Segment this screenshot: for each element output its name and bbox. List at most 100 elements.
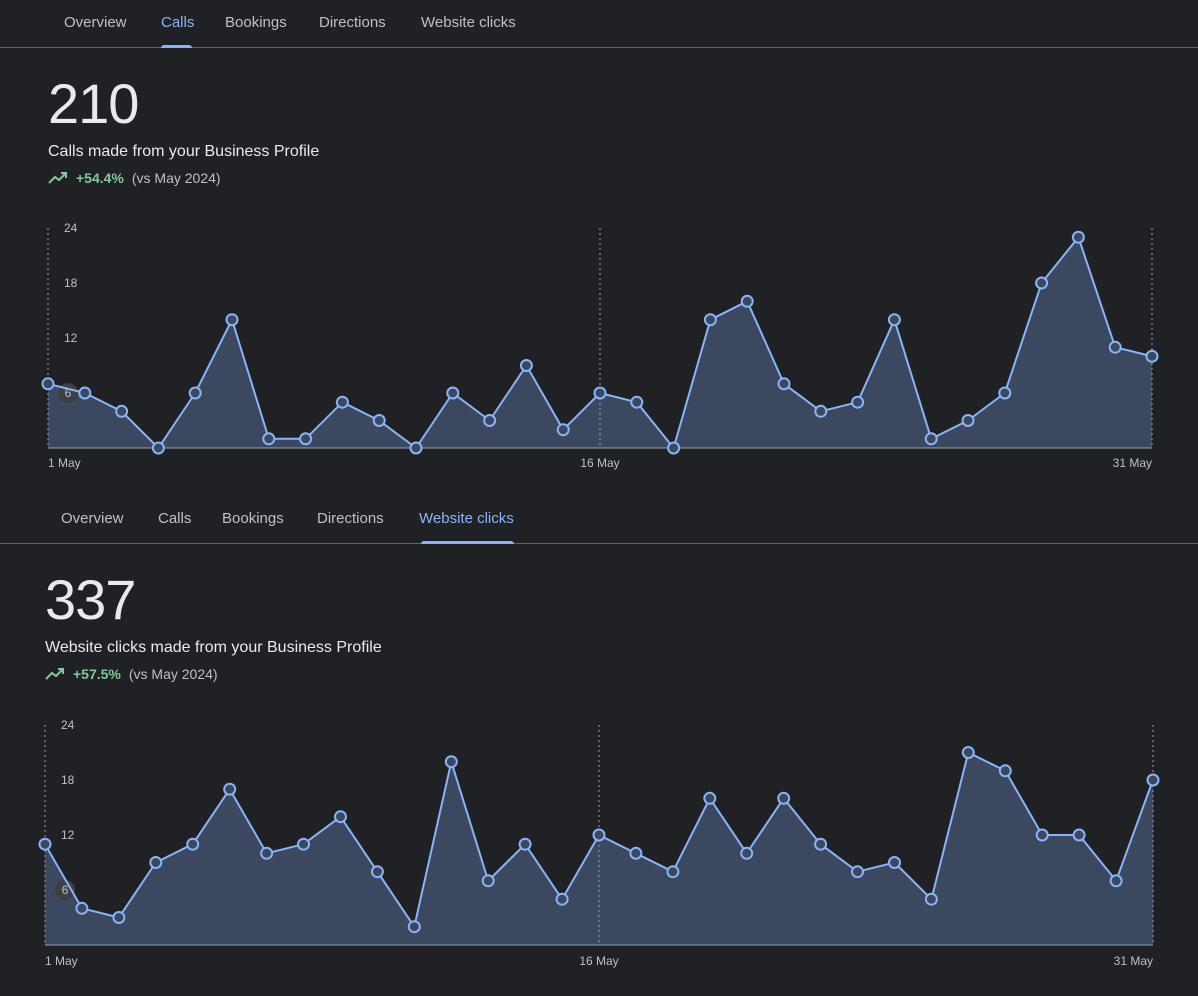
data-point[interactable] xyxy=(41,377,55,391)
data-point[interactable] xyxy=(112,911,126,924)
data-point[interactable] xyxy=(407,920,421,934)
data-point[interactable] xyxy=(961,414,975,427)
data-point[interactable] xyxy=(667,441,681,455)
data-point[interactable] xyxy=(924,432,938,446)
data-point[interactable] xyxy=(1108,340,1122,354)
data-point[interactable] xyxy=(299,432,313,446)
data-point[interactable] xyxy=(555,892,569,906)
data-point[interactable] xyxy=(703,313,717,327)
data-point[interactable] xyxy=(593,386,607,400)
data-point[interactable] xyxy=(814,404,828,418)
data-point[interactable] xyxy=(262,432,276,446)
data-point[interactable] xyxy=(629,846,643,860)
data-point[interactable] xyxy=(740,846,754,860)
data-point[interactable] xyxy=(334,810,347,824)
tab-directions[interactable]: Directions xyxy=(317,510,384,527)
data-point[interactable] xyxy=(703,791,717,805)
tab-bookings[interactable]: Bookings xyxy=(222,510,284,527)
data-point[interactable] xyxy=(225,313,239,327)
data-point[interactable] xyxy=(188,386,202,400)
change-row: +57.5% (vs May 2024) xyxy=(45,666,218,682)
y-tick-label: 6 xyxy=(65,386,72,400)
comparison-period: (vs May 2024) xyxy=(128,666,218,682)
data-point[interactable] xyxy=(777,377,791,391)
data-point[interactable] xyxy=(1072,828,1086,842)
x-tick-label: 1 May xyxy=(48,456,81,470)
data-point[interactable] xyxy=(115,404,129,418)
data-point[interactable] xyxy=(666,865,680,879)
data-point[interactable] xyxy=(149,856,163,869)
data-point[interactable] xyxy=(740,294,754,308)
data-point[interactable] xyxy=(151,441,165,455)
change-row: +54.4% (vs May 2024) xyxy=(48,170,221,186)
change-percent: +54.4% xyxy=(76,170,124,186)
website-clicks-area-chart: 6 12 18 24 1 May 16 May 31 May xyxy=(38,718,1160,968)
metric-tabs: Overview Calls Bookings Directions Websi… xyxy=(0,0,1198,48)
data-point[interactable] xyxy=(38,837,52,851)
x-tick-label: 31 May xyxy=(1114,954,1153,968)
data-point[interactable] xyxy=(1146,773,1160,787)
data-point[interactable] xyxy=(851,865,864,879)
calls-panel: Overview Calls Bookings Directions Websi… xyxy=(0,0,1198,496)
tab-directions[interactable]: Directions xyxy=(319,14,386,31)
y-tick-bubble xyxy=(55,880,75,900)
y-tick-label: 24 xyxy=(64,221,78,235)
data-point[interactable] xyxy=(998,764,1012,778)
y-tick-label: 12 xyxy=(64,331,78,345)
trending-up-icon xyxy=(48,172,67,184)
data-point[interactable] xyxy=(409,441,423,455)
comparison-period: (vs May 2024) xyxy=(131,170,221,186)
data-point[interactable] xyxy=(186,837,200,851)
data-point[interactable] xyxy=(851,395,865,409)
data-point[interactable] xyxy=(518,837,532,851)
y-tick-label: 12 xyxy=(61,828,75,842)
data-point[interactable] xyxy=(888,856,901,869)
y-tick-label: 24 xyxy=(61,718,75,732)
data-point[interactable] xyxy=(1145,349,1159,363)
calls-area-chart: 6 12 18 24 1 May 16 May 31 May xyxy=(41,221,1159,470)
data-point[interactable] xyxy=(887,313,901,327)
data-point[interactable] xyxy=(444,755,458,769)
data-point[interactable] xyxy=(556,423,570,437)
data-point[interactable] xyxy=(998,386,1012,400)
data-point[interactable] xyxy=(335,395,349,409)
data-point[interactable] xyxy=(1109,874,1123,888)
data-point[interactable] xyxy=(630,395,644,409)
data-point[interactable] xyxy=(814,837,828,851)
data-point[interactable] xyxy=(592,828,606,842)
tab-overview[interactable]: Overview xyxy=(64,14,127,31)
active-tab-indicator xyxy=(421,541,514,544)
tab-bookings[interactable]: Bookings xyxy=(225,14,287,31)
tab-calls[interactable]: Calls xyxy=(158,510,192,527)
tab-overview[interactable]: Overview xyxy=(61,510,124,527)
data-point[interactable] xyxy=(1071,230,1085,244)
tab-calls[interactable]: Calls xyxy=(161,14,195,31)
data-point[interactable] xyxy=(481,874,495,888)
y-tick-label: 18 xyxy=(64,276,78,290)
x-tick-label: 1 May xyxy=(45,954,78,968)
area-fill xyxy=(48,237,1152,448)
metric-title: Calls made from your Business Profile xyxy=(48,143,320,160)
data-point[interactable] xyxy=(223,782,237,796)
data-point[interactable] xyxy=(961,746,975,759)
website-clicks-panel: Overview Calls Bookings Directions Websi… xyxy=(0,496,1198,996)
data-point[interactable] xyxy=(370,865,384,879)
tab-website-clicks[interactable]: Website clicks xyxy=(421,14,516,31)
data-point[interactable] xyxy=(1035,276,1049,290)
data-point[interactable] xyxy=(519,359,533,372)
data-point[interactable] xyxy=(924,892,938,906)
data-point[interactable] xyxy=(483,414,497,427)
data-point[interactable] xyxy=(446,386,460,400)
data-point[interactable] xyxy=(372,414,386,427)
data-point[interactable] xyxy=(777,791,791,805)
metric-tabs: Overview Calls Bookings Directions Websi… xyxy=(0,496,1198,544)
change-percent: +57.5% xyxy=(73,666,121,682)
trending-up-icon xyxy=(45,668,64,680)
tab-website-clicks[interactable]: Website clicks xyxy=(419,510,514,527)
x-tick-label: 16 May xyxy=(580,456,619,470)
data-point[interactable] xyxy=(260,846,274,860)
data-point[interactable] xyxy=(75,901,89,915)
data-point[interactable] xyxy=(78,386,92,400)
data-point[interactable] xyxy=(297,837,310,851)
data-point[interactable] xyxy=(1035,828,1049,842)
